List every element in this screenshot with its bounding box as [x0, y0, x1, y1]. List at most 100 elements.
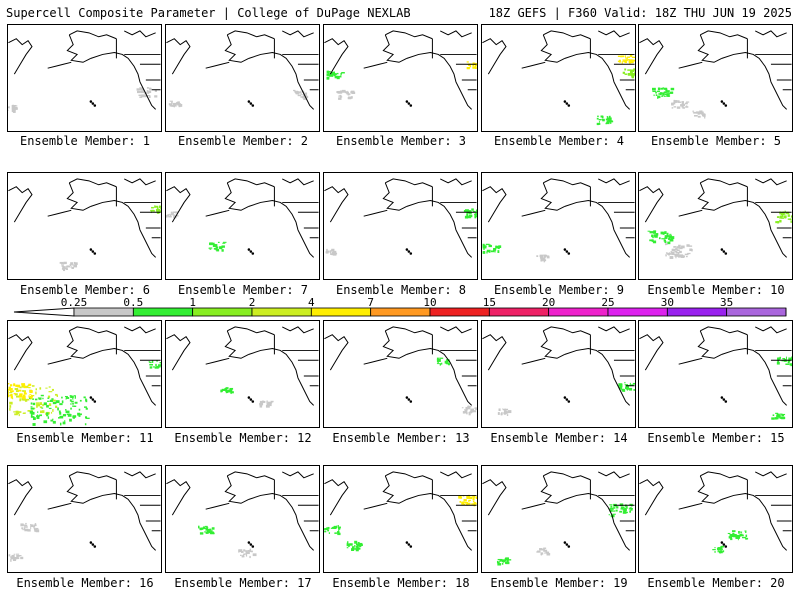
- scp-field-patch: [43, 402, 47, 406]
- scp-field-patch: [788, 357, 790, 360]
- scp-field-patch: [475, 209, 477, 212]
- scp-field-patch: [338, 95, 341, 97]
- scp-field-patch: [62, 421, 66, 425]
- scp-field-patch: [505, 561, 510, 565]
- scp-field-patch: [351, 546, 354, 549]
- scp-field-patch: [23, 527, 26, 530]
- scp-field-patch: [13, 553, 15, 555]
- scp-field-patch: [300, 90, 302, 93]
- scp-field-patch: [69, 263, 71, 267]
- scp-field-patch: [177, 103, 180, 106]
- scp-field-patch: [340, 74, 342, 78]
- scp-field-patch: [83, 396, 86, 399]
- scp-field-patch: [543, 550, 547, 552]
- scp-field-patch: [173, 105, 177, 107]
- scp-field-patch: [546, 552, 551, 556]
- scp-field-patch: [472, 64, 475, 67]
- scp-field-patch: [620, 55, 625, 58]
- scp-field-patch: [72, 397, 74, 400]
- scp-field-patch: [632, 382, 635, 385]
- scp-field-patch: [472, 210, 476, 212]
- scp-field-patch: [463, 210, 467, 213]
- scp-field-patch: [777, 220, 780, 224]
- scp-field-patch: [626, 59, 628, 61]
- scp-field-patch: [30, 414, 33, 418]
- scp-field-patch: [504, 557, 508, 561]
- scp-field-patch: [620, 383, 623, 386]
- scp-field-patch: [167, 214, 170, 217]
- colorbar-segment: [370, 307, 431, 317]
- scp-field-patch: [74, 401, 78, 404]
- scp-field-patch: [173, 214, 176, 216]
- scp-field-patch: [716, 548, 720, 550]
- ensemble-map-panel: [481, 172, 636, 280]
- scp-field-patch: [458, 495, 462, 499]
- scp-field-patch: [499, 560, 501, 562]
- scp-field-patch: [668, 252, 670, 254]
- scp-field-patch: [17, 389, 22, 392]
- scp-field-patch: [702, 113, 706, 117]
- scp-field-patch: [596, 122, 599, 126]
- scp-field-patch: [70, 403, 72, 405]
- scp-field-patch: [330, 252, 332, 255]
- scp-field-patch: [32, 423, 36, 426]
- scp-field-patch: [670, 91, 674, 94]
- scp-field-patch: [615, 509, 618, 512]
- scp-field-patch: [469, 405, 472, 408]
- scp-field-patch: [238, 549, 242, 552]
- scp-field-patch: [209, 531, 212, 535]
- scp-field-patch: [624, 511, 626, 513]
- scp-field-patch: [8, 386, 11, 390]
- scp-field-patch: [12, 110, 16, 113]
- scp-field-patch: [149, 366, 153, 369]
- scp-field-patch: [337, 528, 341, 530]
- scp-field-patch: [475, 65, 477, 69]
- scp-field-patch: [718, 551, 723, 554]
- scp-field-patch: [32, 525, 36, 528]
- scp-field-patch: [545, 255, 550, 257]
- scp-field-patch: [717, 550, 719, 553]
- scp-field-patch: [61, 396, 63, 399]
- scp-field-patch: [8, 106, 10, 109]
- scp-field-patch: [329, 74, 334, 77]
- scp-field-patch: [28, 386, 31, 389]
- scp-field-patch: [468, 212, 472, 215]
- scp-field-patch: [170, 213, 174, 215]
- scp-field-patch: [507, 559, 512, 561]
- scp-field-patch: [10, 556, 14, 559]
- scp-field-patch: [728, 536, 733, 539]
- scp-field-patch: [172, 213, 174, 216]
- scp-field-patch: [623, 60, 627, 63]
- scp-field-patch: [13, 411, 16, 413]
- scp-field-patch: [59, 412, 62, 415]
- scp-field-patch: [776, 413, 779, 415]
- scp-field-patch: [613, 507, 616, 509]
- scp-field-patch: [266, 400, 268, 404]
- scp-field-patch: [39, 402, 43, 406]
- scp-field-patch: [678, 244, 681, 248]
- scp-field-patch: [681, 105, 684, 108]
- scp-field-patch: [439, 357, 444, 359]
- scp-field-patch: [633, 59, 635, 62]
- scp-field-patch: [540, 552, 544, 555]
- scp-field-patch: [651, 87, 656, 91]
- ensemble-member-label: Ensemble Member: 10: [647, 283, 785, 297]
- scp-field-patch: [269, 402, 272, 404]
- scp-field-patch: [70, 266, 72, 268]
- scp-field-patch: [461, 501, 465, 504]
- scp-field-patch: [245, 551, 249, 553]
- scp-field-patch: [785, 356, 787, 360]
- scp-field-patch: [658, 237, 661, 240]
- scp-field-patch: [42, 397, 44, 400]
- scp-field-patch: [169, 214, 172, 217]
- scp-field-patch: [338, 530, 340, 532]
- scp-field-patch: [30, 396, 33, 399]
- scp-field-patch: [52, 420, 56, 424]
- scp-field-patch: [475, 502, 477, 504]
- scp-field-patch: [241, 549, 243, 552]
- scp-field-patch: [340, 72, 343, 75]
- scp-field-patch: [84, 423, 87, 426]
- map-canvas: [324, 30, 477, 110]
- scp-field-patch: [622, 389, 624, 392]
- scp-field-patch: [497, 412, 500, 415]
